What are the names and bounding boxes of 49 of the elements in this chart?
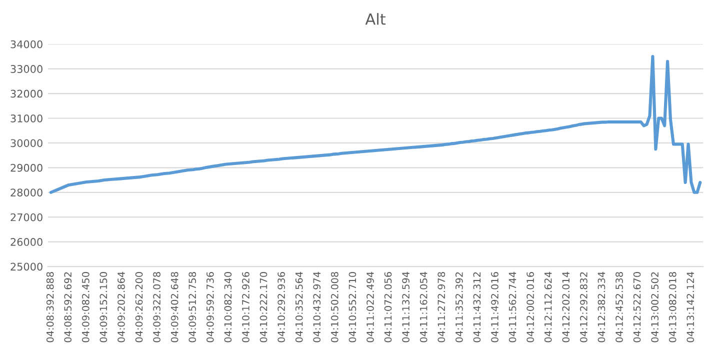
chart-title: Alt — [365, 13, 386, 25]
y-tick-label: 25000 — [10, 262, 42, 271]
x-tick-label: 04:11:022.494 — [366, 272, 374, 342]
x-tick-label: 04:11:492.016 — [491, 272, 498, 342]
x-tick-label: 04:10:292.936 — [278, 272, 285, 342]
x-tick-label: 04:13:082.018 — [668, 272, 676, 342]
x-tick-label: 04:12:452.538 — [616, 272, 623, 342]
x-tick-label: 04:12:522.670 — [633, 272, 641, 342]
x-tick-label: 04:09:592.736 — [206, 272, 214, 342]
y-tick-label: 30000 — [10, 139, 42, 148]
x-tick-label: 04:09:512.758 — [188, 272, 196, 342]
y-tick-label: 29000 — [10, 164, 42, 172]
line-series — [49, 54, 702, 194]
x-tick-label: 04:10:552.710 — [348, 272, 356, 342]
x-tick-label: 04:09:082.450 — [82, 272, 90, 342]
y-tick-label: 28000 — [10, 188, 42, 196]
x-tick-label: 04:13:002.502 — [651, 272, 658, 342]
x-tick-label: 04:11:562.744 — [508, 272, 516, 342]
x-tick-label: 04:11:162.054 — [420, 272, 428, 342]
x-tick-label: 04:12:202.014 — [562, 272, 570, 342]
y-tick-label: 26000 — [10, 238, 42, 246]
x-tick-label: 04:09:202.864 — [118, 272, 125, 342]
x-tick-label: 04:08:592.692 — [64, 272, 72, 342]
x-tick-label: 04:09:322.078 — [153, 272, 160, 342]
x-tick-label: 04:10:222.170 — [260, 272, 268, 342]
x-tick-label: 04:11:132.594 — [402, 272, 410, 342]
x-tick-label: 04:09:402.648 — [170, 272, 178, 342]
x-tick-label: 04:11:272.978 — [438, 272, 446, 342]
x-tick-label: 04:10:082.340 — [224, 272, 232, 342]
x-tick-label: 04:10:502.008 — [330, 272, 338, 342]
x-tick-label: 04:11:072.056 — [384, 272, 392, 342]
x-tick-label: 04:11:352.392 — [455, 272, 463, 342]
x-tick-label: 04:10:172.926 — [242, 272, 250, 342]
x-tick-label: 04:12:292.832 — [580, 272, 588, 342]
x-tick-label: 04:09:152.150 — [100, 272, 108, 342]
x-tick-label: 04:12:002.016 — [526, 272, 534, 342]
x-tick-label: 04:12:382.334 — [598, 272, 606, 342]
x-tick-label: 04:10:432.974 — [313, 272, 321, 342]
y-tick-label: 31000 — [10, 114, 42, 122]
x-tick-label: 04:09:262.200 — [135, 272, 143, 342]
x-tick-label: 04:10:352.564 — [295, 272, 303, 342]
y-tick-label: 32000 — [10, 90, 42, 98]
y-tick-label: 33000 — [10, 65, 42, 73]
x-tick-label: 04:08:392.888 — [46, 272, 54, 342]
x-tick-label: 04:12:112.624 — [544, 272, 552, 342]
y-tick-label: 27000 — [10, 213, 42, 222]
y-tick-label: 34000 — [10, 40, 42, 48]
x-tick-label: 04:13:142.124 — [686, 272, 694, 342]
x-tick-label: 04:11:432.312 — [473, 272, 481, 342]
